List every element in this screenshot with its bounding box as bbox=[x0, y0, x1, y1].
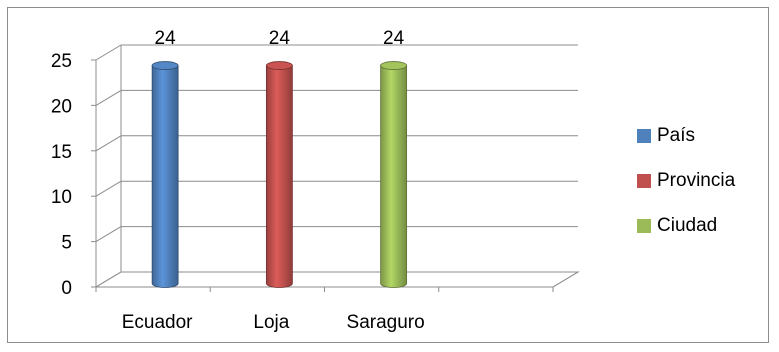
y-tick-label-3: 15 bbox=[51, 142, 72, 163]
legend-item-ciudad: Ciudad bbox=[637, 214, 735, 238]
y-tick-label-1: 5 bbox=[61, 233, 72, 254]
gridline-diag-2 bbox=[95, 180, 122, 197]
y-tick-label-5: 25 bbox=[51, 51, 72, 72]
legend-label-ciudad: Ciudad bbox=[657, 215, 718, 236]
legend-swatch-pais bbox=[637, 129, 651, 143]
bars bbox=[151, 61, 408, 288]
legend-label-provincia: Provincia bbox=[657, 170, 736, 191]
bar-body-1 bbox=[265, 65, 293, 288]
bar-provincia bbox=[265, 61, 293, 288]
legend-item-pais: País bbox=[637, 124, 735, 148]
legend: País Provincia Ciudad bbox=[637, 124, 735, 259]
floor-right-edge bbox=[552, 271, 579, 288]
data-label-2: 24 bbox=[383, 28, 405, 49]
bar-ciudad bbox=[380, 61, 408, 288]
gridline-diag-3 bbox=[95, 135, 122, 152]
bar-top-0 bbox=[151, 61, 179, 70]
data-label-1: 24 bbox=[269, 28, 291, 49]
data-label-0: 24 bbox=[155, 28, 177, 49]
legend-swatch-ciudad bbox=[637, 219, 651, 233]
x-tick-label-0: Ecuador bbox=[122, 312, 193, 333]
bar-top-2 bbox=[380, 61, 408, 70]
bar-top-1 bbox=[265, 61, 293, 70]
bar-body-0 bbox=[151, 65, 179, 288]
legend-swatch-provincia bbox=[637, 174, 651, 188]
legend-label-pais: País bbox=[657, 125, 696, 146]
y-tick-label-2: 10 bbox=[51, 187, 72, 208]
gridline-diag-4 bbox=[95, 89, 122, 106]
x-tick-label-2: Saraguro bbox=[347, 312, 425, 333]
labels: 0 5 10 15 20 25 24 Ecuador 24 Loja 24 Saraguro bbox=[51, 28, 425, 333]
gridline-diag-5 bbox=[95, 44, 122, 61]
legend-item-provincia: Provincia bbox=[637, 169, 735, 193]
x-tick-label-1: Loja bbox=[253, 312, 289, 333]
y-tick-label-4: 20 bbox=[51, 96, 72, 117]
bar-body-2 bbox=[380, 65, 408, 288]
y-tick-label-0: 0 bbox=[61, 278, 72, 299]
gridline-diag-1 bbox=[95, 226, 122, 243]
bar-país bbox=[151, 61, 179, 288]
